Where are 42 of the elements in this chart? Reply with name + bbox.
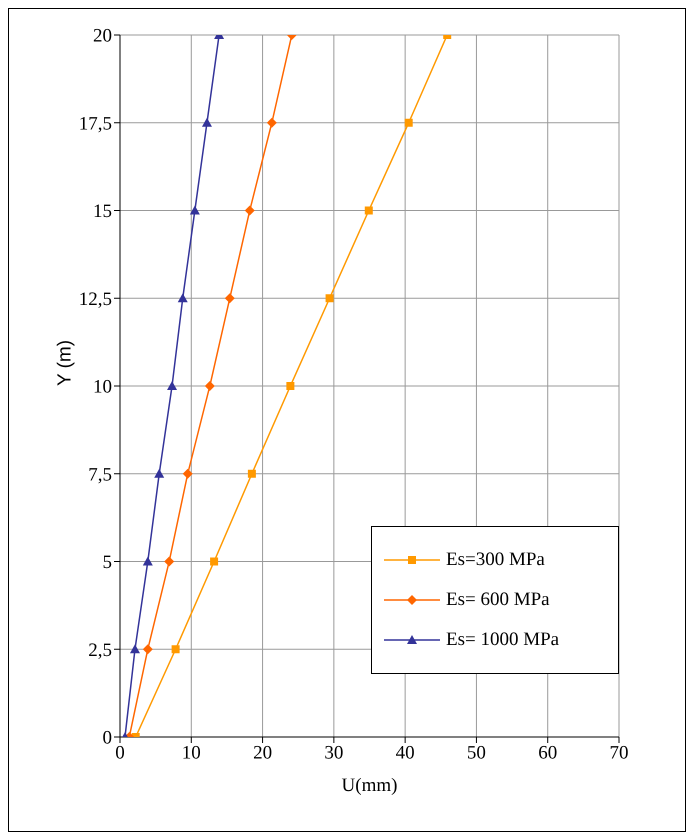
- point: [164, 556, 174, 566]
- legend-label: Es= 1000 MPa: [446, 629, 560, 651]
- point: [167, 381, 178, 390]
- point: [210, 558, 218, 566]
- point: [286, 382, 294, 390]
- point: [326, 294, 334, 302]
- point: [248, 470, 256, 478]
- x-tick-label: 30: [324, 742, 344, 764]
- x-tick-label: 40: [396, 742, 415, 764]
- y-tick-label: 17,5: [78, 113, 112, 134]
- point: [130, 644, 140, 654]
- point: [172, 645, 180, 654]
- point: [202, 118, 212, 127]
- y-tick-label: 10: [93, 376, 112, 398]
- point: [266, 118, 277, 128]
- x-axis-title: U(mm): [342, 775, 398, 796]
- y-tick-label: 0: [102, 728, 112, 749]
- point: [182, 468, 193, 479]
- point: [364, 206, 373, 214]
- y-tick-label: 7,5: [88, 464, 112, 486]
- y-tick-label: 15: [93, 201, 112, 222]
- point: [142, 556, 153, 566]
- x-tick-label: 50: [466, 742, 486, 764]
- point: [204, 381, 215, 391]
- x-tick-label: 60: [538, 742, 558, 764]
- y-tick-label: 5: [102, 552, 112, 574]
- point: [224, 293, 235, 304]
- x-tick-label: 10: [182, 742, 201, 764]
- y-tick-label: 2,5: [88, 640, 112, 661]
- point: [178, 293, 188, 302]
- point: [244, 206, 255, 216]
- y-tick-label: 20: [93, 26, 112, 47]
- point: [190, 206, 200, 214]
- point: [142, 644, 153, 654]
- point: [154, 468, 164, 478]
- legend-label: Es= 600 MPa: [446, 589, 550, 611]
- y-axis-title: Y (m): [54, 340, 76, 386]
- y-tick-label: 12,5: [78, 288, 112, 310]
- legend-label: Es=300 MPa: [446, 549, 545, 571]
- x-tick-label: 20: [253, 742, 272, 764]
- point: [404, 118, 413, 127]
- x-tick-label: 70: [610, 742, 628, 764]
